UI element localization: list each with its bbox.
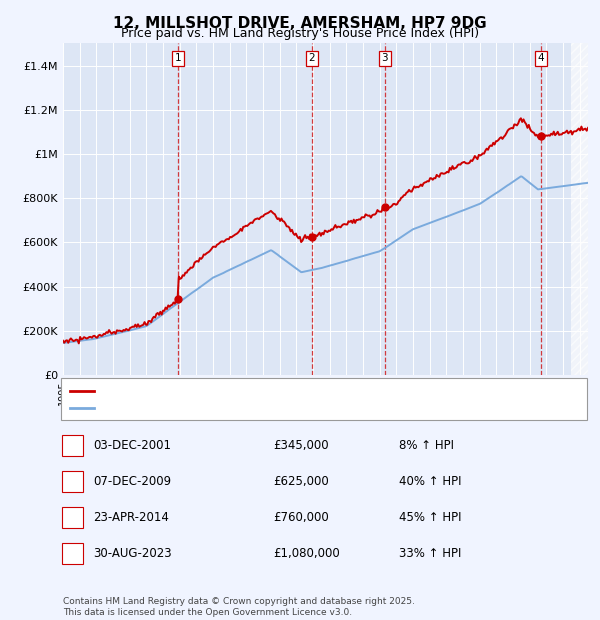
Text: 03-DEC-2001: 03-DEC-2001 — [93, 440, 171, 452]
Text: £760,000: £760,000 — [273, 512, 329, 524]
Text: £1,080,000: £1,080,000 — [273, 547, 340, 560]
Text: 2: 2 — [308, 53, 315, 63]
Text: Price paid vs. HM Land Registry's House Price Index (HPI): Price paid vs. HM Land Registry's House … — [121, 27, 479, 40]
Text: Contains HM Land Registry data © Crown copyright and database right 2025.
This d: Contains HM Land Registry data © Crown c… — [63, 598, 415, 617]
Text: 3: 3 — [69, 512, 76, 524]
Text: 1: 1 — [69, 440, 76, 452]
Text: 4: 4 — [538, 53, 544, 63]
Text: 30-AUG-2023: 30-AUG-2023 — [93, 547, 172, 560]
Text: 2: 2 — [69, 476, 76, 488]
Text: 40% ↑ HPI: 40% ↑ HPI — [399, 476, 461, 488]
Text: 33% ↑ HPI: 33% ↑ HPI — [399, 547, 461, 560]
Text: 1: 1 — [175, 53, 182, 63]
Text: 3: 3 — [382, 53, 388, 63]
Text: 45% ↑ HPI: 45% ↑ HPI — [399, 512, 461, 524]
Text: 12, MILLSHOT DRIVE, AMERSHAM, HP7 9DG (detached house): 12, MILLSHOT DRIVE, AMERSHAM, HP7 9DG (d… — [99, 386, 445, 396]
Text: HPI: Average price, detached house, Buckinghamshire: HPI: Average price, detached house, Buck… — [99, 403, 402, 413]
Text: £625,000: £625,000 — [273, 476, 329, 488]
Text: 4: 4 — [69, 547, 76, 560]
Text: 12, MILLSHOT DRIVE, AMERSHAM, HP7 9DG: 12, MILLSHOT DRIVE, AMERSHAM, HP7 9DG — [113, 16, 487, 30]
Text: 8% ↑ HPI: 8% ↑ HPI — [399, 440, 454, 452]
Bar — [571, 43, 588, 375]
Text: £345,000: £345,000 — [273, 440, 329, 452]
Text: 07-DEC-2009: 07-DEC-2009 — [93, 476, 171, 488]
Text: 23-APR-2014: 23-APR-2014 — [93, 512, 169, 524]
